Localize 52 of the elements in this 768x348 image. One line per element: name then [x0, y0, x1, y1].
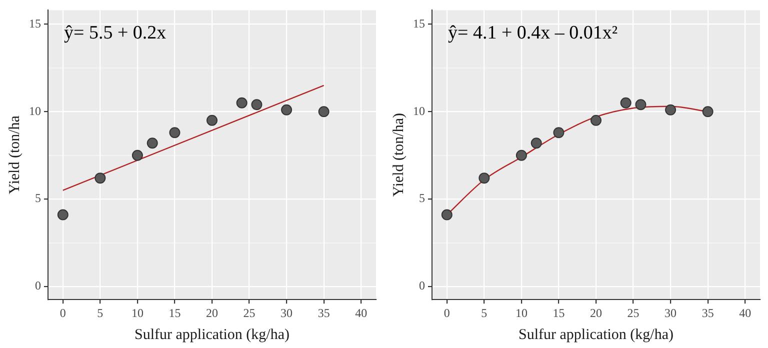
point [206, 114, 218, 126]
y-tick-label: 5 [419, 191, 425, 206]
y-tick-label: 0 [35, 278, 41, 293]
annotation: ŷ= 4.1 + 0.4x – 0.01x² [448, 22, 618, 44]
x-axis-title: Sulfur application (kg/ha) [518, 326, 674, 343]
x-tick-label: 40 [355, 306, 368, 320]
x-tick-label: 5 [97, 306, 104, 320]
x-tick-label: 20 [590, 306, 602, 320]
point [281, 104, 292, 116]
point [665, 104, 676, 116]
point [146, 138, 158, 149]
x-tick-label: 40 [739, 306, 752, 320]
x-tick-label: 15 [168, 306, 181, 320]
x-tick-label: 0 [60, 306, 66, 320]
x-tick-label: 30 [664, 306, 677, 320]
y-tick-label: 10 [413, 104, 425, 118]
x-tick-label: 25 [243, 306, 256, 320]
point [702, 106, 714, 118]
point [94, 172, 106, 184]
y-axis-title: Yield (ton/ha) [390, 113, 407, 197]
y-tick-label: 15 [29, 16, 41, 30]
x-tick-label: 35 [318, 306, 330, 320]
point [620, 97, 632, 108]
point [590, 114, 602, 126]
x-tick-label: 10 [131, 306, 144, 320]
annotation: ŷ= 5.5 + 0.2x [64, 22, 167, 44]
point [441, 209, 452, 220]
x-tick-label: 10 [515, 306, 528, 320]
x-tick-label: 15 [552, 306, 565, 320]
point [318, 106, 330, 118]
y-tick-label: 0 [419, 278, 425, 293]
point [478, 172, 490, 184]
point [57, 209, 68, 220]
x-tick-label: 0 [444, 306, 450, 320]
point [132, 150, 143, 161]
x-tick-label: 5 [481, 306, 488, 320]
y-tick-label: 15 [413, 16, 425, 30]
point [516, 150, 527, 161]
y-tick-label: 10 [29, 104, 41, 118]
point [635, 99, 646, 110]
x-tick-label: 35 [702, 306, 714, 320]
x-tick-label: 30 [280, 306, 293, 320]
x-tick-label: 25 [627, 306, 640, 320]
y-axis-title: Yield (ton/ha [6, 115, 23, 194]
point [169, 127, 180, 138]
point [251, 99, 262, 110]
point [553, 127, 564, 138]
point [236, 97, 248, 108]
x-tick-label: 20 [206, 306, 218, 320]
y-tick-label: 5 [35, 191, 41, 206]
point [530, 138, 542, 149]
x-axis-title: Sulfur application (kg/ha) [134, 326, 290, 343]
